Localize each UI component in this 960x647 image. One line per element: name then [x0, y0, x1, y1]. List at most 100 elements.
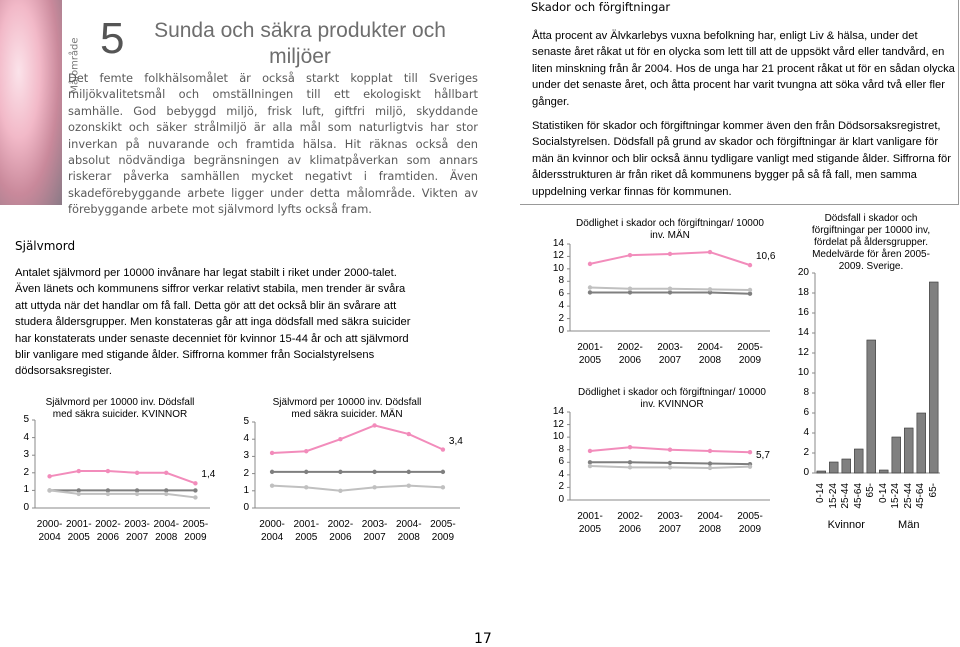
marker: [76, 488, 81, 493]
y-tick-label: 8: [558, 275, 564, 287]
y-tick-label: 4: [243, 433, 249, 445]
marker: [587, 460, 593, 465]
marker: [747, 291, 753, 296]
x-tick-label: 2002-2006: [617, 511, 643, 535]
paragraph: Åtta procent av Älvkarlebys vuxna befolk…: [532, 30, 955, 108]
y-tick-label: 12: [797, 347, 809, 358]
marker: [269, 469, 275, 475]
y-tick-label: 3: [23, 449, 29, 461]
x-tick-label: 2004-2008: [697, 511, 723, 535]
marker: [747, 287, 753, 293]
marker: [667, 286, 673, 291]
y-tick-label: 6: [558, 456, 564, 468]
marker: [440, 485, 446, 490]
y-tick-label: 14: [552, 406, 564, 417]
y-tick-label: 0: [243, 502, 249, 513]
y-tick-label: 10: [797, 367, 809, 378]
marker: [304, 449, 309, 454]
x-tick-label: 2003-2007: [124, 519, 150, 543]
marker: [406, 469, 411, 475]
marker: [372, 469, 377, 475]
x-tick-label: 2005-2009: [737, 511, 763, 535]
chart-title: Dödlighet i skador och förgiftningar/ 10…: [578, 387, 766, 410]
x-tick-label: 15-24: [827, 483, 839, 509]
group-label: Män: [898, 519, 920, 531]
y-tick-label: 14: [552, 238, 564, 249]
y-tick-label: 2: [558, 481, 564, 493]
marker: [707, 249, 713, 255]
marker: [105, 468, 111, 474]
marker: [164, 491, 169, 497]
x-tick-label: 2004-2008: [395, 519, 422, 543]
marker: [372, 485, 377, 490]
marker: [406, 483, 411, 488]
value-label: 5,7: [756, 450, 770, 462]
marker: [627, 286, 633, 291]
group-label: Kvinnor: [827, 519, 865, 531]
marker: [193, 481, 198, 486]
bar: [829, 461, 839, 474]
marker: [338, 488, 343, 493]
x-tick-label: 65-: [927, 483, 939, 498]
marker: [47, 474, 52, 479]
y-tick-label: 16: [797, 307, 809, 318]
chart-title: Självmord per 10000 inv. Dödsfall med sä…: [45, 397, 195, 420]
marker: [164, 488, 169, 493]
x-tick-label: 2002-2006: [95, 519, 121, 543]
x-tick-label: 15-24: [890, 483, 902, 509]
marker: [105, 488, 111, 493]
y-tick-label: 2: [23, 466, 29, 478]
x-tick-label: 45-64: [915, 483, 927, 509]
bar: [916, 412, 926, 474]
bar: [904, 427, 914, 474]
x-tick-label: 25-44: [902, 483, 914, 509]
bar: [879, 469, 889, 474]
y-tick-label: 5: [243, 416, 249, 427]
marker: [707, 465, 713, 471]
y-tick-label: 10: [552, 431, 564, 443]
marker: [627, 445, 633, 450]
x-tick-label: 2003-2007: [657, 342, 683, 366]
marker: [304, 469, 309, 475]
y-tick-label: 4: [803, 427, 809, 438]
marker: [269, 450, 275, 456]
y-tick-label: 20: [797, 267, 809, 278]
marker: [406, 431, 411, 437]
marker: [587, 261, 593, 267]
x-tick-label: 2000-2004: [36, 519, 63, 543]
page-title: Sunda och säkra produkter och miljöer: [154, 19, 446, 68]
marker: [134, 491, 140, 497]
marker: [164, 470, 169, 475]
bar: [841, 458, 851, 474]
marker: [667, 447, 673, 452]
marker: [134, 470, 140, 475]
marker: [105, 491, 111, 497]
marker: [587, 285, 593, 290]
x-tick-label: 2003-2007: [657, 511, 683, 535]
marker: [707, 448, 713, 454]
marker: [667, 460, 673, 466]
marker: [440, 447, 446, 452]
line: [272, 484, 443, 492]
marker: [627, 252, 633, 258]
y-tick-label: 6: [803, 407, 809, 418]
marker: [747, 464, 753, 469]
intro-text: Det femte folkhälsomålet är också starkt…: [68, 71, 478, 217]
y-tick-label: 8: [558, 443, 564, 455]
x-tick-label: 2005-2009: [182, 519, 209, 543]
marker: [304, 485, 309, 490]
x-tick-label: 0-14: [815, 483, 827, 504]
x-tick-label: 2004-2008: [697, 342, 723, 366]
marker: [587, 463, 593, 469]
value-label: 1,4: [201, 469, 216, 481]
x-tick-label: 25-44: [840, 483, 852, 509]
bar: [854, 448, 864, 474]
x-tick-label: 2001-2005: [293, 519, 320, 543]
x-tick-label: 45-64: [852, 483, 864, 509]
y-tick-label: 5: [23, 414, 29, 425]
marker: [76, 491, 81, 497]
y-tick-label: 0: [23, 502, 29, 513]
x-tick-label: 2005-2009: [737, 342, 763, 366]
y-tick-label: 12: [552, 418, 564, 430]
